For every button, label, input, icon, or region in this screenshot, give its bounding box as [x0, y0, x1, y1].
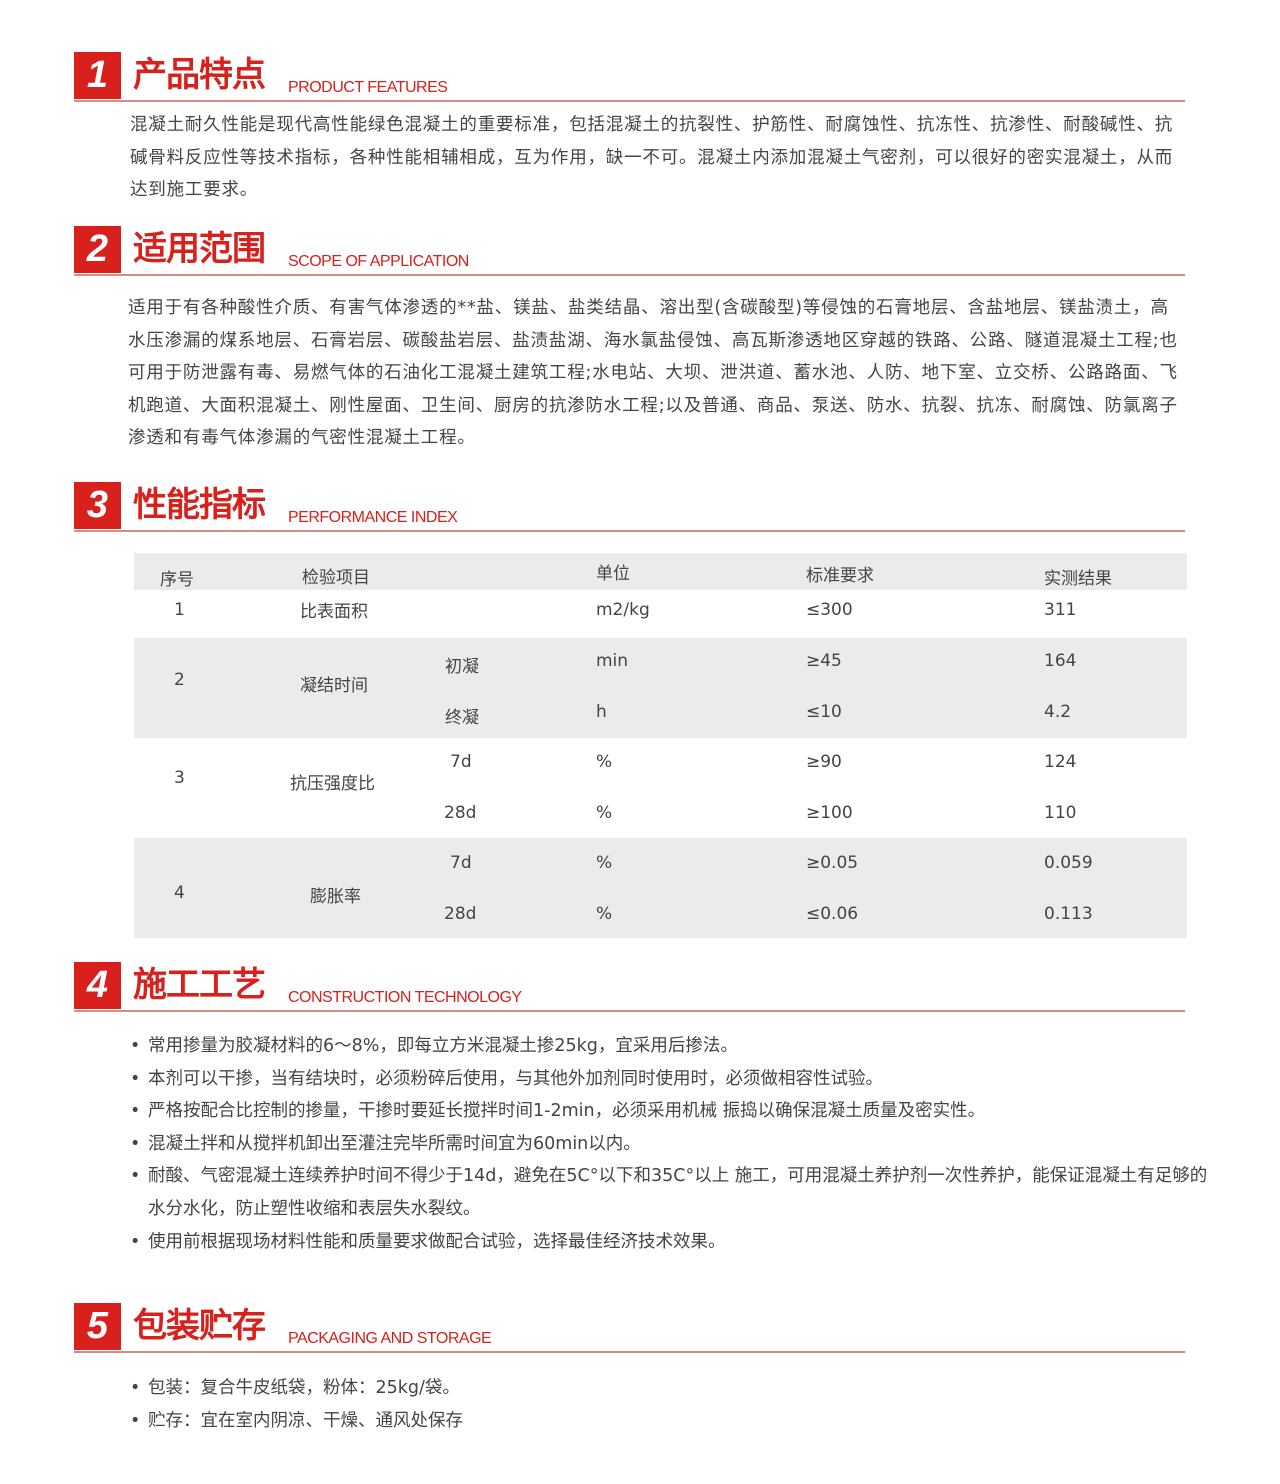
cell-item: 比表面积	[300, 602, 368, 622]
cell-result: 164	[1044, 651, 1077, 671]
header-no: 序号	[160, 570, 194, 590]
list-item: 贮存：宜在室内阴凉、干燥、通风处保存	[128, 1405, 1218, 1438]
cell-sub: 初凝	[445, 657, 479, 677]
cell-no: 1	[174, 600, 185, 620]
section-title-cn: 施工工艺	[133, 965, 266, 1005]
table-row-band	[134, 638, 1187, 738]
section-number: 4	[74, 962, 121, 1009]
section-number: 1	[74, 52, 121, 99]
cell-unit: m2/kg	[596, 600, 650, 620]
section-number: 2	[74, 226, 121, 273]
cell-item: 抗压强度比	[290, 774, 375, 794]
cell-sub: 7d	[450, 752, 472, 772]
cell-item: 膨胀率	[310, 887, 361, 907]
cell-unit: min	[596, 651, 629, 671]
scope-text: 适用于有各种酸性介质、有害气体渗透的**盐、镁盐、盐类结晶、溶出型(含碳酸型)等…	[128, 298, 1178, 448]
list-item: 包装：复合牛皮纸袋，粉体：25kg/袋。	[128, 1372, 1218, 1405]
cell-no: 3	[174, 768, 185, 788]
cell-unit: %	[596, 803, 613, 823]
cell-result: 0.113	[1044, 904, 1093, 924]
section-title-cn: 适用范围	[133, 229, 266, 269]
cell-unit: %	[596, 752, 613, 772]
features-text: 混凝土耐久性能是现代高性能绿色混凝土的重要标准，包括混凝土的抗裂性、护筋性、耐腐…	[130, 115, 1174, 200]
section-header-scope: 2 适用范围 SCOPE OF APPLICATION	[74, 226, 1185, 276]
section-title-en: SCOPE OF APPLICATION	[288, 253, 469, 270]
cell-unit: %	[596, 853, 613, 873]
section-number: 3	[74, 482, 121, 529]
cell-result: 110	[1044, 803, 1077, 823]
list-item: 使用前根据现场材料性能和质量要求做配合试验，选择最佳经济技术效果。	[128, 1226, 1218, 1259]
header-unit: 单位	[596, 564, 630, 584]
cell-result: 124	[1044, 752, 1077, 772]
cell-sub: 28d	[444, 803, 477, 823]
cell-standard: ≥0.05	[806, 853, 859, 873]
header-standard: 标准要求	[806, 566, 874, 586]
section-header-packaging: 5 包装贮存 PACKAGING AND STORAGE	[74, 1303, 1185, 1353]
list-item: 常用掺量为胶凝材料的6～8%，即每立方米混凝土掺25kg，宜采用后掺法。	[128, 1030, 1218, 1063]
section-title-en: PACKAGING AND STORAGE	[288, 1330, 492, 1347]
cell-standard: ≥100	[806, 803, 853, 823]
section-title-en: PERFORMANCE INDEX	[288, 509, 458, 526]
packaging-list: 包装：复合牛皮纸袋，粉体：25kg/袋。 贮存：宜在室内阴凉、干燥、通风处保存	[128, 1372, 1218, 1437]
cell-item: 凝结时间	[300, 676, 368, 696]
cell-standard: ≤300	[806, 600, 853, 620]
cell-unit: %	[596, 904, 613, 924]
cell-standard: ≥45	[806, 651, 842, 671]
cell-no: 4	[174, 883, 185, 903]
cell-standard: ≤10	[806, 702, 842, 722]
header-item: 检验项目	[302, 568, 370, 588]
section-title-cn: 产品特点	[133, 55, 266, 95]
section-title-en: PRODUCT FEATURES	[288, 79, 448, 96]
cell-sub: 28d	[444, 904, 477, 924]
construction-list: 常用掺量为胶凝材料的6～8%，即每立方米混凝土掺25kg，宜采用后掺法。 本剂可…	[128, 1030, 1218, 1258]
section-title-cn: 性能指标	[133, 485, 266, 525]
section-header-features: 1 产品特点 PRODUCT FEATURES	[74, 52, 1185, 102]
section-title-cn: 包装贮存	[133, 1306, 266, 1346]
cell-result: 311	[1044, 600, 1077, 620]
cell-standard: ≤0.06	[806, 904, 859, 924]
cell-result: 4.2	[1044, 702, 1072, 722]
cell-no: 2	[174, 670, 185, 690]
cell-standard: ≥90	[806, 752, 842, 772]
cell-result: 0.059	[1044, 853, 1093, 873]
table-header-band	[134, 553, 1187, 590]
list-item: 本剂可以干掺，当有结块时，必须粉碎后使用，与其他外加剂同时使用时，必须做相容性试…	[128, 1063, 1218, 1096]
section-title-en: CONSTRUCTION TECHNOLOGY	[288, 989, 522, 1006]
list-item: 耐酸、气密混凝土连续养护时间不得少于14d，避免在5C°以下和35C°以上 施工…	[128, 1160, 1218, 1225]
section-number: 5	[74, 1303, 121, 1350]
cell-sub: 终凝	[445, 708, 479, 728]
cell-unit: h	[596, 702, 607, 722]
list-item: 严格按配合比控制的掺量，干掺时要延长搅拌时间1-2min，必须采用机械 振捣以确…	[128, 1095, 1218, 1128]
section-header-construction: 4 施工工艺 CONSTRUCTION TECHNOLOGY	[74, 962, 1185, 1012]
section-header-performance: 3 性能指标 PERFORMANCE INDEX	[74, 482, 1185, 532]
cell-sub: 7d	[450, 853, 472, 873]
list-item: 混凝土拌和从搅拌机卸出至灌注完毕所需时间宜为60min以内。	[128, 1128, 1218, 1161]
table-row-band	[134, 838, 1187, 938]
header-result: 实测结果	[1044, 569, 1112, 589]
